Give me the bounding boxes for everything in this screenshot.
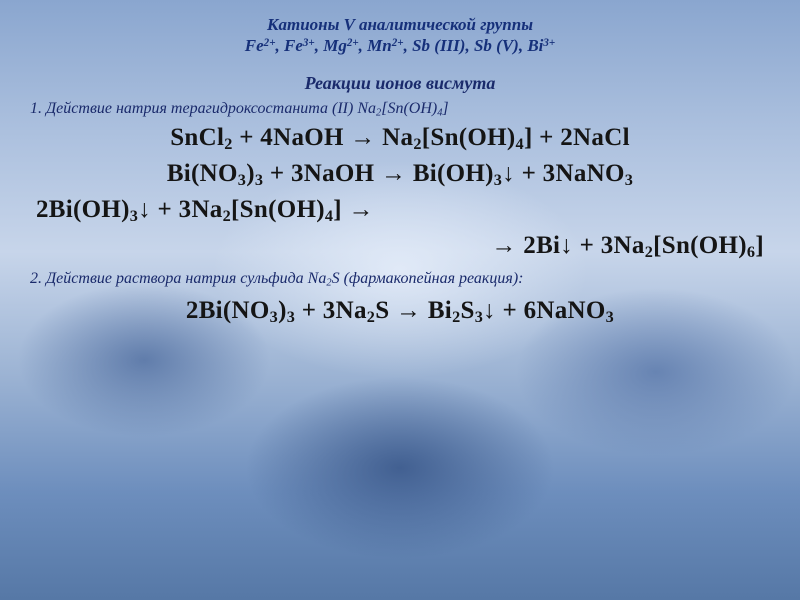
- equation-3b: → 2Bi↓ + 3Na2[Sn(OH)6]: [30, 232, 770, 262]
- equation-2: Bi(NO3)3 + 3NaOH → Bi(OH)3↓ + 3NaNO3: [30, 160, 770, 190]
- slide-title: Катионы V аналитической группы Fe2+, Fe3…: [30, 14, 770, 57]
- section-subtitle: Реакции ионов висмута: [30, 73, 770, 94]
- title-line-1: Катионы V аналитической группы: [267, 15, 533, 34]
- equation-4: 2Bi(NO3)3 + 3Na2S → Bi2S3↓ + 6NaNO3: [30, 297, 770, 327]
- step-2-caption: 2. Действие раствора натрия сульфида Na2…: [30, 268, 770, 291]
- slide: Катионы V аналитической группы Fe2+, Fe3…: [0, 0, 800, 600]
- equation-1: SnCl2 + 4NaOH → Na2[Sn(OH)4] + 2NaCl: [30, 124, 770, 154]
- step-1-caption: 1. Действие натрия терагидроксостанита (…: [30, 100, 770, 119]
- title-line-2: Fe2+, Fe3+, Mg2+, Mn2+, Sb (III), Sb (V)…: [245, 36, 555, 55]
- equation-3a: 2Bi(OH)3↓ + 3Na2[Sn(OH)4] →: [30, 196, 770, 226]
